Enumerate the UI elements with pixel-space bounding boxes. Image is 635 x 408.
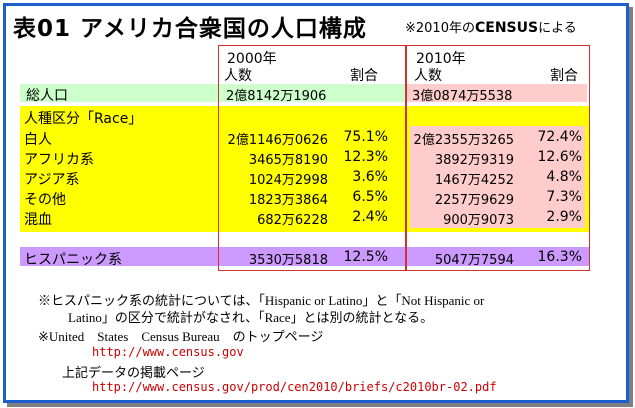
column-box-2010 xyxy=(406,45,590,271)
source-note-suffix: による xyxy=(538,21,577,36)
header-2010-ratio: 割合 xyxy=(550,68,578,84)
source-note-prefix: ※2010年の xyxy=(405,21,475,36)
page-title: 表01 アメリカ合衆国の人口構成 xyxy=(13,16,367,42)
column-box-2000 xyxy=(218,45,406,271)
row-label: アジア系 xyxy=(24,172,80,188)
total-label: 総人口 xyxy=(26,88,68,104)
row-ratio-2000: 3.6% xyxy=(352,169,388,185)
source-note-bold: CENSUS xyxy=(474,20,539,36)
row-ratio-2010: 7.3% xyxy=(546,189,582,205)
hispanic-ratio-2000: 12.5% xyxy=(343,249,388,265)
row-label: アフリカ系 xyxy=(24,152,94,168)
row-count-2010: 1467万4252 xyxy=(434,173,514,188)
hispanic-band xyxy=(20,247,590,266)
header-2010-year: 2010年 xyxy=(416,51,466,67)
header-2000-year: 2000年 xyxy=(227,51,277,67)
header-2000-ratio: 割合 xyxy=(350,68,378,84)
row-ratio-2010: 4.8% xyxy=(546,169,582,185)
row-ratio-2000: 2.4% xyxy=(352,209,388,225)
row-label: 混血 xyxy=(24,212,52,228)
footnote-hispanic-2: Latino」の区分で統計がなされ、「Race」とは別の統計となる。 xyxy=(68,310,434,325)
row-ratio-2010: 72.4% xyxy=(537,129,582,145)
row-count-2000: 3465万8190 xyxy=(248,153,328,168)
total-2000: 2億8142万1906 xyxy=(226,89,327,104)
census-homepage-link[interactable]: http://www.census.gov xyxy=(92,345,244,359)
race-band-2010 xyxy=(410,126,585,228)
row-count-2000: 1024万2998 xyxy=(248,173,328,188)
row-label: その他 xyxy=(24,192,66,208)
row-count-2000: 2億1146万0626 xyxy=(227,133,328,148)
footnote-data-page: 上記データの掲載ページ xyxy=(62,365,205,380)
row-ratio-2000: 75.1% xyxy=(343,129,388,145)
row-ratio-2010: 12.6% xyxy=(537,149,582,165)
header-2010-count: 人数 xyxy=(414,68,442,84)
total-band-2000 xyxy=(20,84,405,102)
row-count-2010: 900万9073 xyxy=(443,213,514,228)
row-count-2010: 2億2355万3265 xyxy=(413,133,514,148)
hispanic-label: ヒスパニック系 xyxy=(24,252,122,268)
header-2000-count: 人数 xyxy=(224,68,252,84)
hispanic-ratio-2010: 16.3% xyxy=(537,249,582,265)
row-count-2000: 1823万3864 xyxy=(248,193,328,208)
row-count-2000: 682万6228 xyxy=(257,213,328,228)
source-note: ※2010年のCENSUSによる xyxy=(405,17,577,36)
total-band-2010 xyxy=(405,84,587,102)
row-ratio-2010: 2.9% xyxy=(546,209,582,225)
hispanic-count-2010: 5047万7594 xyxy=(434,253,514,268)
row-count-2010: 3892万9319 xyxy=(434,153,514,168)
race-header: 人種区分「Race」 xyxy=(24,111,143,127)
footnote-hispanic-1: ※ヒスパニック系の統計については、「Hispanic or Latino」と「N… xyxy=(38,293,485,308)
row-ratio-2000: 12.3% xyxy=(343,149,388,165)
total-2010: 3億0874万5538 xyxy=(412,89,513,104)
footnote-census-bureau: ※United States Census Bureau のトップページ xyxy=(38,329,324,344)
row-count-2010: 2257万9629 xyxy=(434,193,514,208)
row-label: 白人 xyxy=(24,132,52,148)
census-brief-link[interactable]: http://www.census.gov/prod/cen2010/brief… xyxy=(92,380,497,394)
row-ratio-2000: 6.5% xyxy=(352,189,388,205)
hispanic-count-2000: 3530万5818 xyxy=(248,253,328,268)
